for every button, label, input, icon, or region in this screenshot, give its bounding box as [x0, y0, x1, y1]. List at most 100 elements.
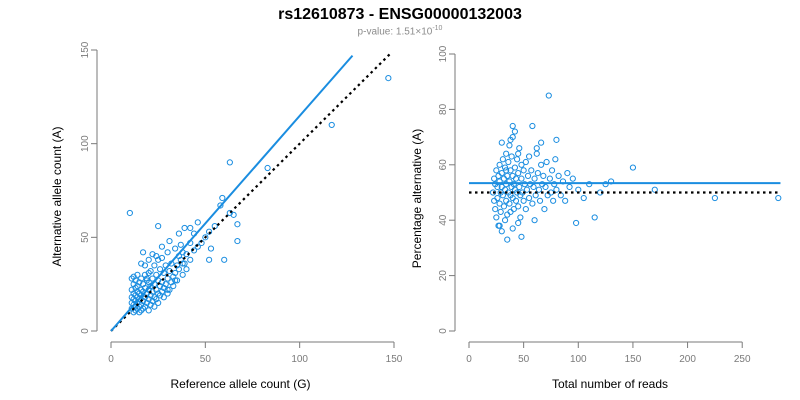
right-data-point	[543, 158, 550, 166]
right-data-point	[522, 206, 529, 213]
left-data-point	[226, 159, 233, 166]
right-data-point	[548, 167, 556, 174]
left-data-point	[156, 266, 164, 273]
right-data-point	[555, 172, 562, 179]
right-data-point	[516, 183, 523, 191]
chart-title: rs12610873 - ENSG00000132003	[278, 6, 522, 23]
p-value-text: p-value: 1.51×10	[357, 26, 433, 38]
right-data-point	[530, 183, 537, 191]
left-data-point	[181, 224, 188, 232]
right-data-point	[553, 186, 560, 193]
left-data-point	[175, 266, 183, 273]
right-data-point	[553, 136, 560, 143]
right-data-point	[534, 170, 541, 177]
left-y-tick-label: 150	[80, 41, 91, 58]
right-y-tick-label: 100	[438, 45, 449, 62]
right-data-point	[497, 208, 504, 215]
right-data-point	[526, 194, 533, 202]
right-data-point	[503, 167, 510, 174]
right-x-tick-label: 100	[570, 354, 587, 365]
right-data-point	[512, 197, 520, 204]
left-data-point	[164, 286, 171, 293]
left-x-tick-label: 50	[200, 354, 212, 365]
left-data-point	[190, 247, 198, 254]
left-data-point	[158, 243, 166, 250]
p-value-exponent: -10	[432, 25, 443, 32]
right-data-point	[573, 219, 580, 227]
left-data-point	[170, 282, 177, 290]
right-data-point	[511, 164, 519, 171]
right-data-point	[586, 181, 593, 188]
left-data-point	[207, 245, 215, 252]
right-data-point	[494, 194, 501, 202]
right-data-point	[580, 194, 587, 202]
left-data-point	[162, 281, 169, 288]
right-data-point	[505, 158, 512, 166]
right-data-point	[496, 222, 503, 229]
right-data-point	[523, 186, 531, 193]
right-data-point	[552, 156, 559, 163]
left-data-point	[177, 241, 184, 248]
right-data-point	[566, 183, 573, 191]
right-data-point	[507, 136, 514, 143]
right-data-point	[518, 175, 525, 182]
right-data-point	[509, 122, 516, 130]
left-data-point	[234, 221, 241, 228]
right-data-point	[503, 197, 510, 204]
right-data-point	[510, 181, 517, 188]
left-data-point	[147, 267, 154, 275]
right-data-point	[533, 145, 540, 152]
right-data-point	[520, 197, 527, 204]
right-x-tick-label: 0	[466, 354, 472, 365]
left-data-point	[179, 271, 186, 278]
right-data-point	[529, 122, 536, 130]
right-data-point	[499, 192, 506, 199]
right-data-point	[501, 164, 509, 171]
right-data-point	[504, 236, 511, 243]
left-data-point	[187, 256, 194, 263]
left-data-point	[143, 277, 150, 284]
right-data-point	[511, 128, 519, 135]
left-data-point	[166, 286, 173, 293]
left-x-tick-label: 150	[386, 354, 403, 365]
left-data-point	[153, 271, 160, 278]
right-data-point	[494, 183, 501, 191]
right-data-point	[507, 208, 514, 215]
right-data-point	[515, 219, 522, 227]
right-y-tick-label: 60	[438, 159, 449, 171]
left-data-point	[217, 202, 224, 209]
left-fit-line	[110, 54, 354, 332]
right-data-point	[503, 150, 510, 157]
right-data-point	[493, 214, 500, 221]
right-x-tick-label: 200	[679, 354, 696, 365]
left-data-point	[164, 249, 171, 256]
left-data-point	[219, 194, 226, 202]
left-y-tick-label: 50	[80, 231, 91, 243]
right-data-point	[507, 167, 514, 174]
right-data-point	[518, 233, 525, 240]
right-y-tick-label: 20	[438, 270, 449, 282]
left-x-tick-label: 100	[291, 354, 308, 365]
right-data-point	[510, 206, 517, 213]
right-data-point	[491, 197, 498, 204]
left-data-point	[126, 209, 133, 217]
left-data-point	[155, 299, 162, 306]
right-data-point	[515, 150, 522, 157]
right-data-point	[506, 200, 513, 207]
left-data-point	[134, 271, 141, 278]
right-data-point	[498, 139, 505, 146]
right-data-point	[498, 228, 505, 235]
left-data-point	[145, 269, 152, 277]
right-data-point	[499, 156, 506, 163]
right-data-point	[535, 186, 543, 193]
left-y-tick-label: 0	[80, 328, 91, 334]
right-data-point	[512, 175, 520, 182]
right-data-point	[500, 175, 508, 182]
right-data-point	[538, 139, 545, 146]
right-data-point	[602, 181, 609, 188]
right-data-point	[509, 225, 516, 232]
right-data-point	[522, 158, 529, 166]
right-data-point	[524, 172, 532, 179]
right-data-point	[564, 170, 571, 177]
right-data-point	[509, 172, 516, 179]
